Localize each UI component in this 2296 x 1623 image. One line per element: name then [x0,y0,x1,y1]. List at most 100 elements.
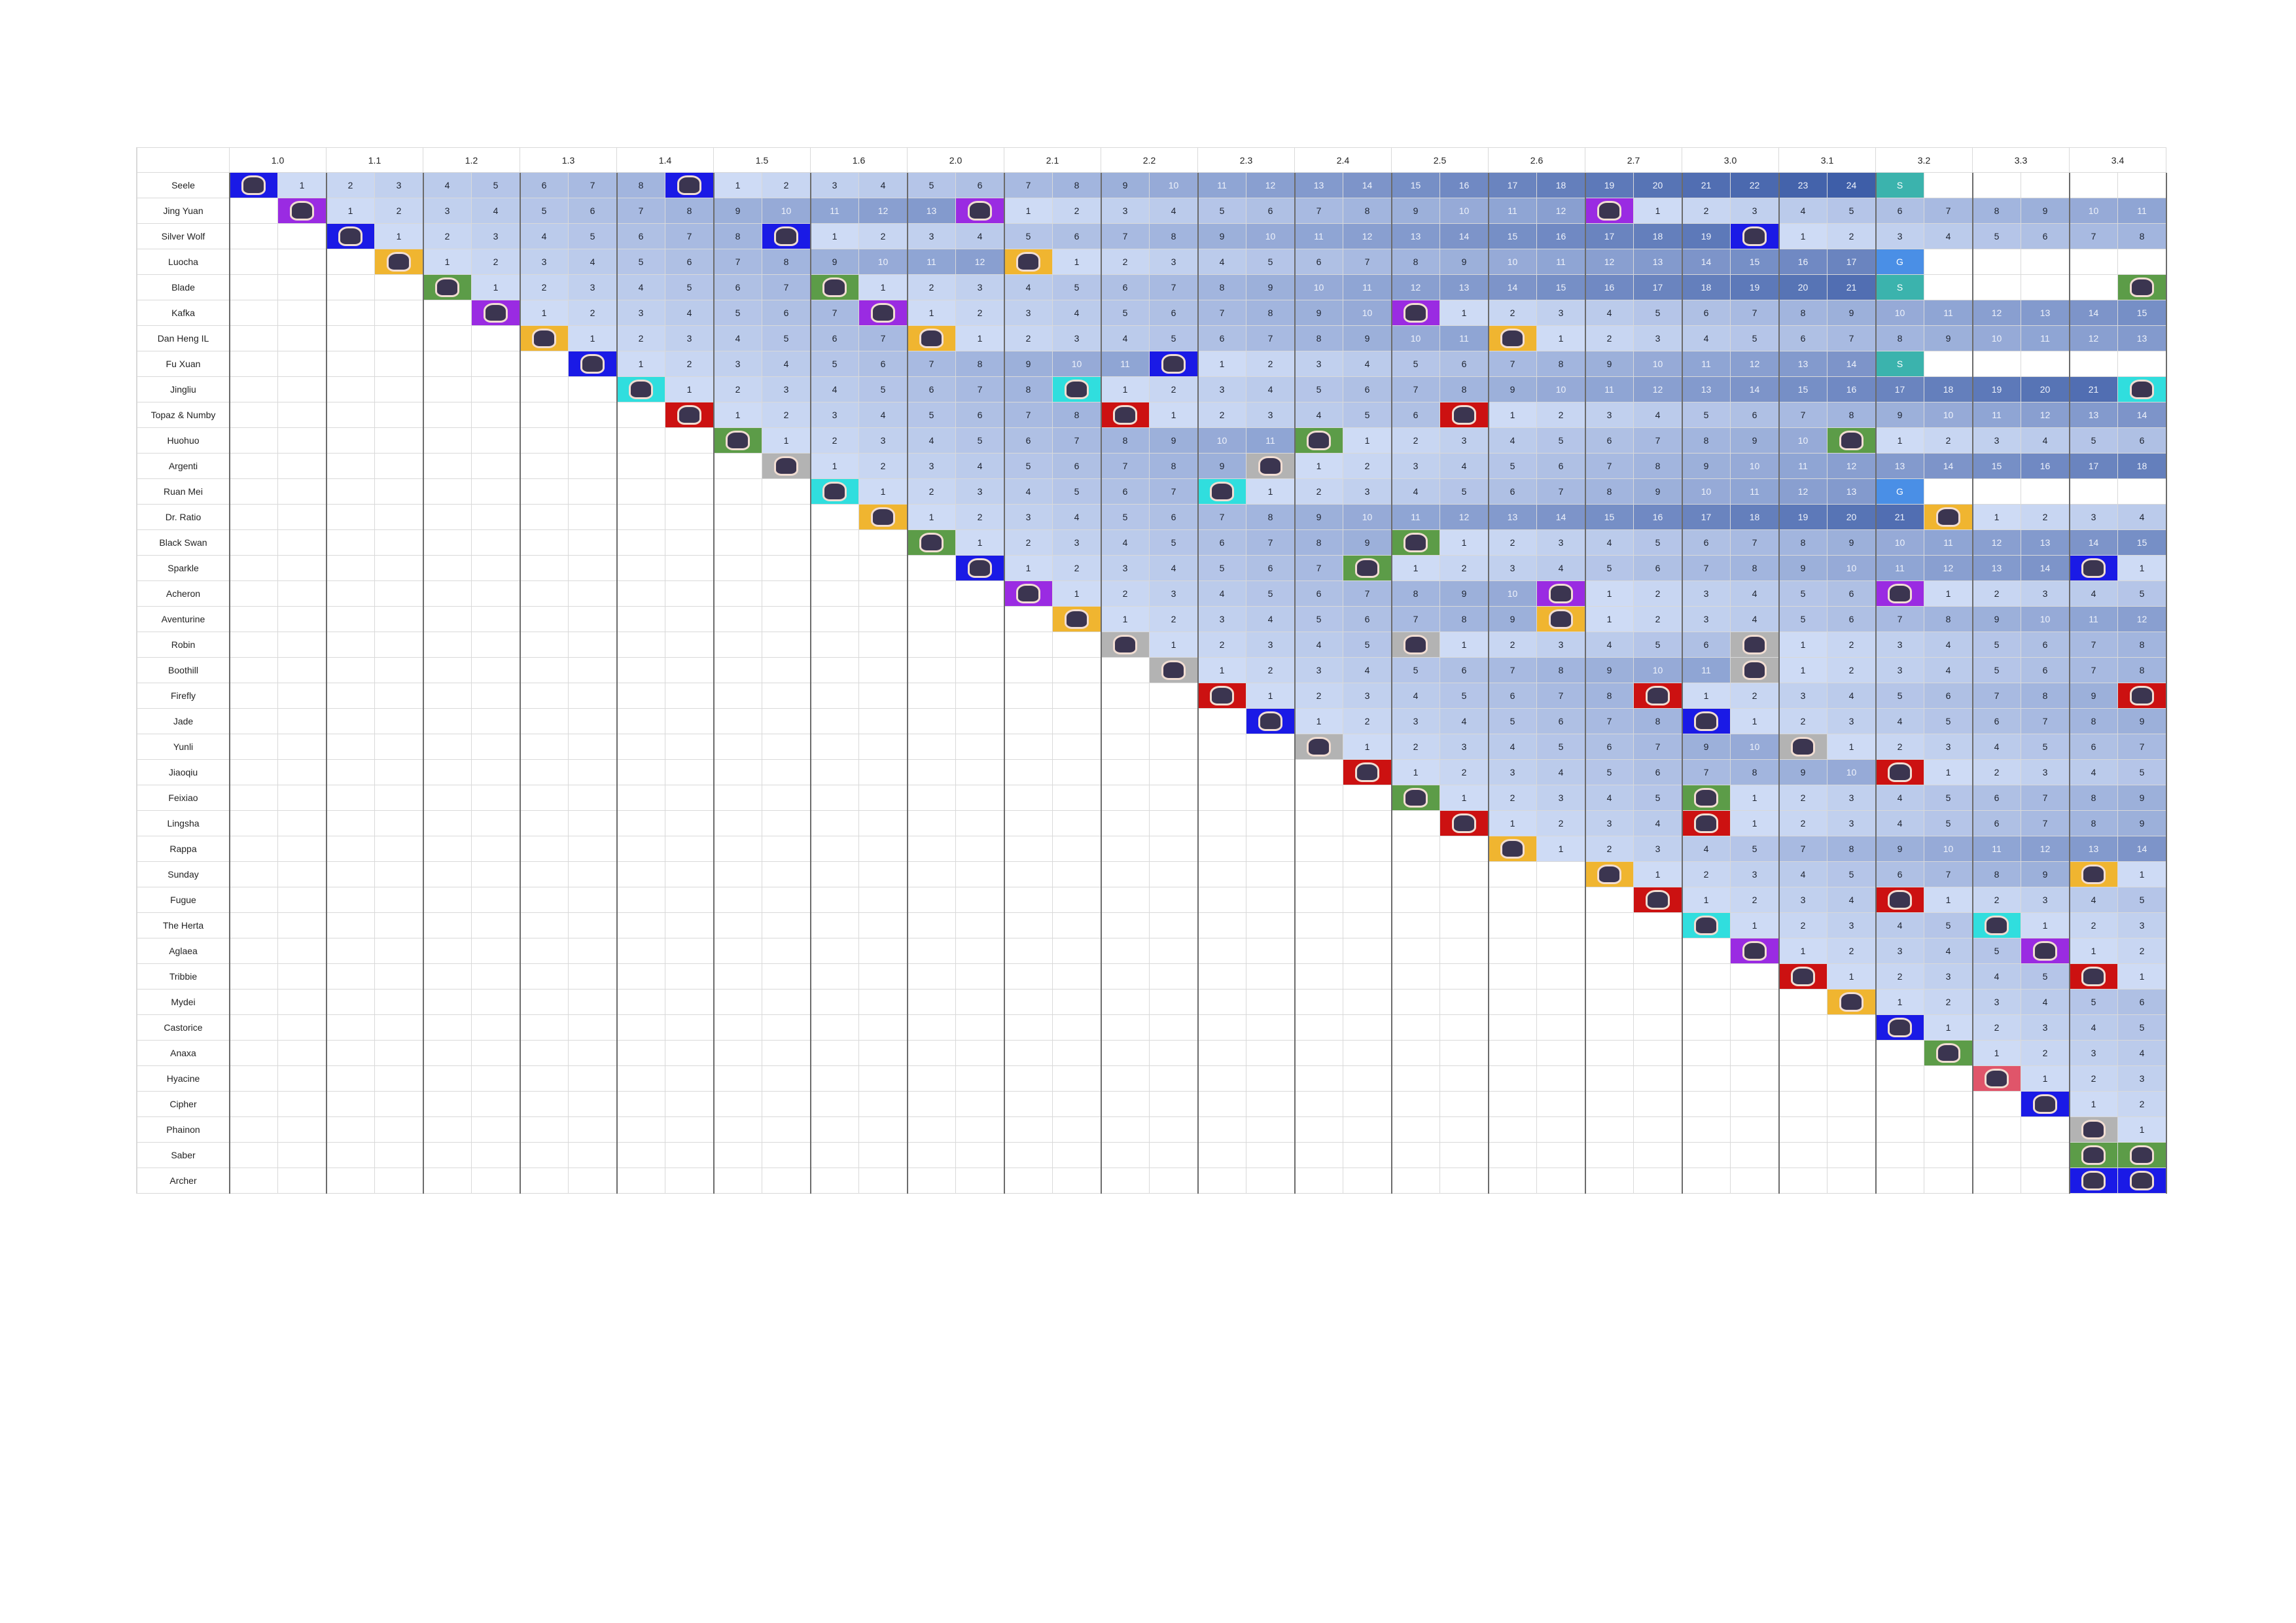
count-cell: 2 [1779,913,1828,938]
character-name: Jade [137,709,230,734]
empty-cell [1876,1092,1924,1117]
icon-portrait [677,175,702,195]
count-cell: 4 [1876,785,1924,811]
count-cell: 11 [1682,658,1731,683]
count-cell: 2 [1779,785,1828,811]
empty-cell [956,709,1004,734]
empty-cell [1440,1168,1489,1194]
empty-cell [1828,1143,1876,1168]
count-cell: 4 [1489,734,1537,760]
empty-cell [423,607,472,632]
count-cell: 5 [1392,351,1440,377]
character-icon [472,300,520,326]
empty-cell [1004,785,1053,811]
empty-cell [1198,734,1246,760]
character-icon [1246,454,1295,479]
empty-cell [859,1143,908,1168]
count-cell: 12 [1924,556,1973,581]
count-cell: 1 [2070,938,2118,964]
character-icon [1053,607,1101,632]
icon-portrait [1935,507,1961,527]
count-cell: 1 [472,275,520,300]
count-cell: 1 [2021,913,2070,938]
empty-cell [1973,249,2021,275]
count-cell: 10 [1779,428,1828,454]
empty-cell [278,402,327,428]
count-cell: 7 [1004,402,1053,428]
empty-cell [569,1041,617,1066]
empty-cell [1440,1092,1489,1117]
empty-cell [1004,887,1053,913]
empty-cell [1537,1092,1585,1117]
count-cell: 2 [1779,811,1828,836]
empty-cell [278,836,327,862]
empty-cell [714,479,762,505]
empty-cell [375,581,423,607]
icon-portrait [2129,686,2155,705]
count-cell: 3 [1246,632,1295,658]
empty-cell [472,326,520,351]
count-cell: 4 [617,275,665,300]
character-icon [1876,760,1924,785]
empty-cell [278,249,327,275]
empty-cell [230,377,278,402]
empty-cell [1489,1092,1537,1117]
count-cell: 5 [1004,224,1053,249]
empty-cell [1101,913,1150,938]
count-cell: 8 [1150,224,1198,249]
empty-cell [1489,1041,1537,1066]
count-cell: 9 [1876,836,1924,862]
count-cell: 6 [1489,683,1537,709]
empty-cell [617,632,665,658]
count-cell: 6 [1053,454,1101,479]
icon-portrait [919,329,944,348]
count-cell: 3 [1537,785,1585,811]
character-icon [1731,632,1779,658]
empty-cell [569,428,617,454]
empty-cell [908,862,956,887]
empty-cell [569,734,617,760]
empty-cell [908,658,956,683]
empty-cell [327,887,375,913]
empty-cell [1004,1143,1053,1168]
empty-cell [762,479,811,505]
empty-cell [811,1092,859,1117]
count-cell: 3 [1198,377,1246,402]
empty-cell [1004,836,1053,862]
empty-cell [1004,1041,1053,1066]
count-cell: 1 [1343,428,1392,454]
count-cell: 2 [1973,760,2021,785]
empty-cell [1295,938,1343,964]
empty-cell [1004,811,1053,836]
count-cell: 2 [2118,1092,2166,1117]
count-cell: 2 [617,326,665,351]
count-cell: 10 [1634,351,1682,377]
empty-cell [230,428,278,454]
count-cell: 14 [2021,556,2070,581]
count-cell: 3 [1537,300,1585,326]
empty-cell [859,709,908,734]
count-cell: 2 [1876,964,1924,990]
count-cell: 2 [1634,581,1682,607]
empty-cell [230,402,278,428]
count-cell: 1 [1828,734,1876,760]
count-cell: 6 [1489,479,1537,505]
character-icon [1343,760,1392,785]
count-cell: 3 [1440,734,1489,760]
empty-cell [278,683,327,709]
empty-cell [1198,1066,1246,1092]
empty-cell [2070,479,2118,505]
icon-portrait [1790,737,1816,757]
empty-cell [762,990,811,1015]
version-header: 1.3 [520,147,617,173]
empty-cell [1876,1041,1924,1066]
empty-cell [230,1041,278,1066]
count-cell: 12 [1246,173,1295,198]
empty-cell [230,351,278,377]
empty-cell [1731,1015,1779,1041]
empty-cell [327,581,375,607]
empty-cell [1634,990,1682,1015]
count-cell: 1 [1150,632,1198,658]
empty-cell [1295,1143,1343,1168]
version-header: 2.2 [1101,147,1198,173]
